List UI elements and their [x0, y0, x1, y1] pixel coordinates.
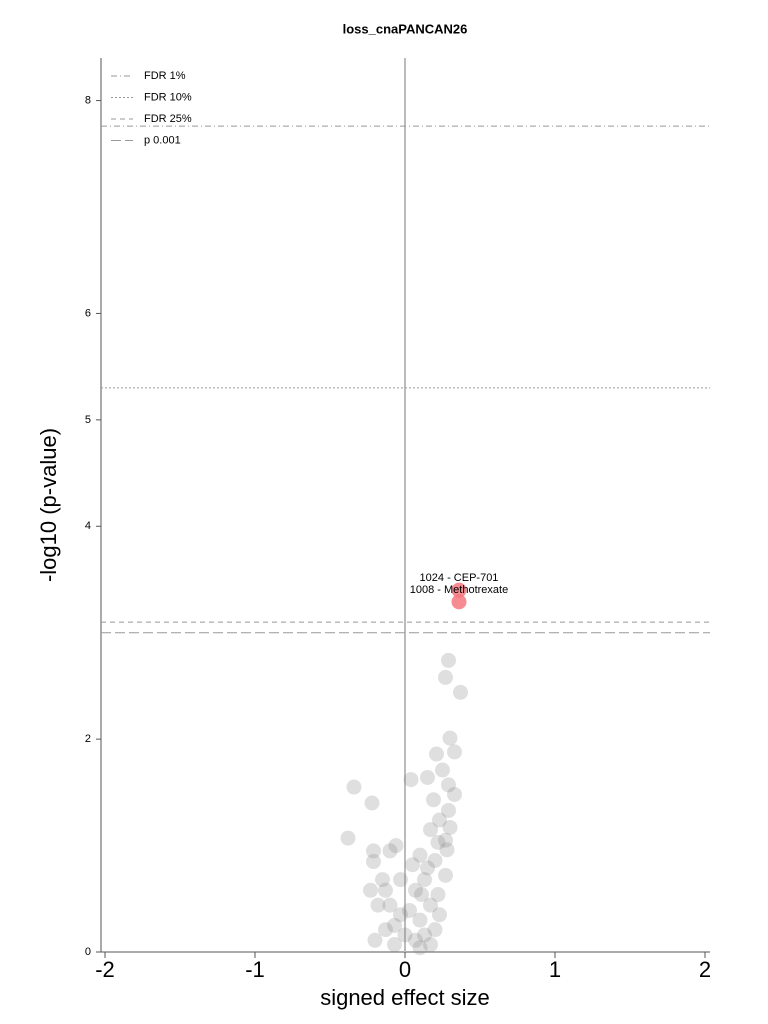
- chart-title: loss_cnaPANCAN26: [343, 21, 468, 36]
- legend-label: FDR 10%: [144, 91, 192, 103]
- y-tick-label: 5: [85, 414, 91, 426]
- x-tick-label: 0: [399, 957, 411, 982]
- point: [442, 819, 458, 835]
- highlight-point: [451, 594, 467, 610]
- point: [367, 932, 383, 948]
- point: [370, 897, 386, 913]
- point: [423, 822, 438, 838]
- y-tick-label: 8: [85, 94, 91, 106]
- point: [438, 832, 453, 848]
- point: [420, 860, 435, 876]
- point: [408, 882, 423, 898]
- point: [393, 872, 408, 888]
- highlight-point: [451, 582, 467, 598]
- x-axis-label: signed effect size: [320, 985, 490, 1010]
- point: [393, 907, 408, 923]
- x-tick-label: -2: [95, 957, 115, 982]
- x-tick-label: -1: [245, 957, 265, 982]
- point: [375, 872, 390, 888]
- legend-label: p 0.001: [144, 134, 181, 146]
- point: [340, 830, 356, 846]
- point: [442, 730, 458, 746]
- point: [438, 867, 453, 883]
- legend-label: FDR 1%: [144, 70, 186, 82]
- point: [430, 834, 446, 850]
- y-tick-label: 2: [85, 733, 91, 745]
- point: [387, 917, 402, 933]
- point: [346, 779, 362, 795]
- point: [439, 842, 455, 858]
- point: [408, 932, 423, 948]
- point: [427, 922, 443, 938]
- y-axis-label: -log10 (p-value): [36, 428, 61, 582]
- point: [427, 852, 443, 868]
- point: [388, 838, 404, 854]
- point: [378, 882, 393, 898]
- point: [423, 937, 438, 953]
- point: [412, 912, 428, 928]
- point: [364, 795, 380, 811]
- point: [412, 940, 428, 956]
- point: [414, 887, 429, 903]
- point: [382, 843, 398, 859]
- point: [441, 802, 456, 818]
- point: [397, 927, 413, 943]
- point: [432, 907, 447, 923]
- y-tick-label: 4: [85, 520, 91, 532]
- point: [441, 777, 456, 793]
- point-label: 1008 - Methotrexate: [410, 584, 508, 596]
- point: [447, 786, 462, 802]
- point: [382, 897, 398, 913]
- x-tick-label: 1: [549, 957, 561, 982]
- point: [403, 772, 419, 788]
- point: [426, 792, 441, 808]
- point: [417, 872, 432, 888]
- point: [441, 652, 456, 668]
- y-tick-label: 0: [85, 946, 91, 958]
- point: [378, 922, 393, 938]
- point-label: 1024 - CEP-701: [420, 572, 499, 584]
- point: [417, 927, 432, 943]
- point: [429, 746, 444, 762]
- y-tick-label: 6: [85, 307, 91, 319]
- point: [363, 882, 378, 898]
- point: [387, 937, 402, 953]
- x-tick-label: 2: [699, 957, 711, 982]
- point: [453, 684, 468, 700]
- point: [402, 902, 417, 918]
- legend-label: FDR 25%: [144, 113, 192, 125]
- point: [366, 843, 381, 859]
- point: [366, 854, 381, 870]
- point: [438, 669, 453, 685]
- point: [423, 897, 438, 913]
- point: [405, 857, 420, 873]
- point: [432, 812, 447, 828]
- point: [435, 762, 450, 778]
- point: [412, 847, 428, 863]
- point: [447, 744, 462, 760]
- point: [420, 769, 435, 785]
- point: [430, 887, 446, 903]
